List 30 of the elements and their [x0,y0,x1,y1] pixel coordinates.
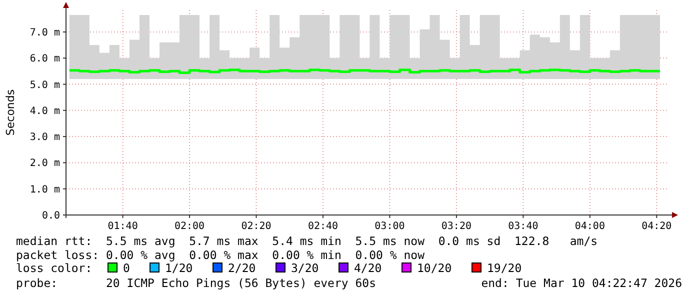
y-tick-label: 0.0 [42,210,60,222]
x-tick-label: 04:00 [574,221,605,232]
y-tick-label: 6.0 m [30,54,60,65]
legend-label: 3/20 [291,261,319,275]
text: probe: 20 ICMP Echo Pings (56 Bytes) every 60s [16,276,376,290]
y-tick-label: 5.0 m [30,80,60,91]
y-tick-label: 7.0 m [30,27,60,38]
legend-label: 10/20 [417,261,452,275]
legend-label: 0 [123,261,130,275]
y-tick-label: 4.0 m [30,106,60,117]
text: end: Tue Mar 10 04:22:47 2026 [481,276,682,290]
y-axis-title: Seconds [4,89,17,136]
text: packet loss: 0.00 % avg 0.00 % max 0.00 % min 0.00 % now [16,248,425,262]
legend-title: loss color: [16,261,92,275]
legend-label: 19/20 [487,261,522,275]
x-tick-label: 02:40 [308,221,338,232]
legend-label: 2/20 [228,261,256,275]
x-tick-label: 03:20 [441,221,472,232]
y-tick-label: 1.0 m [30,184,60,196]
y-tick-label: 3.0 m [30,132,60,144]
legend-label: 1/20 [165,261,193,275]
legend-label: 4/20 [354,261,382,275]
x-tick-label: 02:00 [174,221,205,232]
x-tick-label: 03:00 [374,221,405,232]
x-tick-label: 03:40 [508,221,538,232]
x-tick-label: 02:20 [241,221,272,232]
y-tick-label: 2.0 m [30,158,60,170]
x-tick-label: 04:20 [642,221,672,232]
text: median rtt: 5.5 ms avg 5.7 ms max 5.4 ms min 5.5 ms now 0.0 ms sd 122.8 am/s [16,234,598,248]
x-tick-label: 01:40 [108,221,138,232]
